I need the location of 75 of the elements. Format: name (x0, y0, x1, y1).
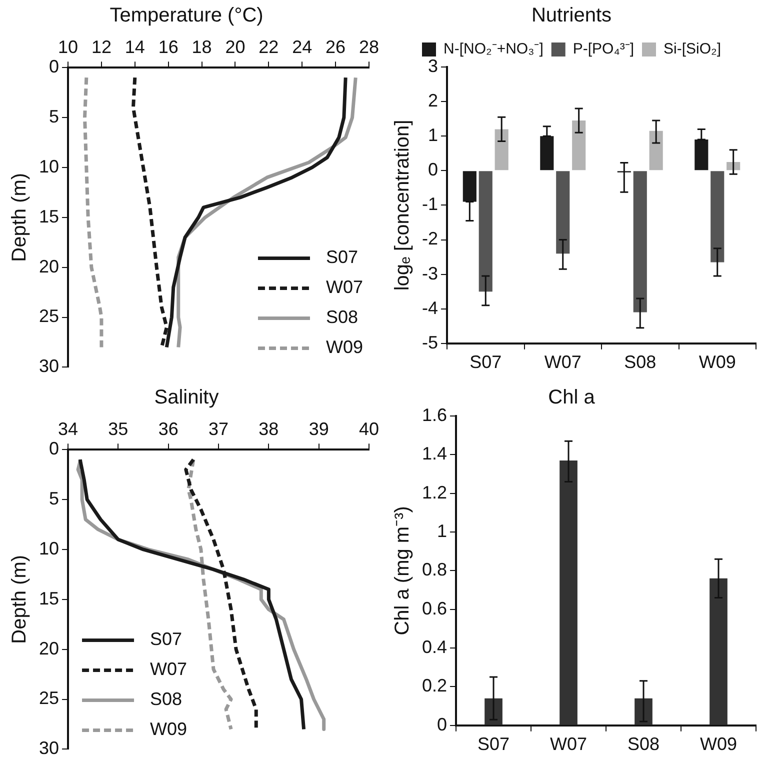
x-tick-label: 12 (91, 36, 112, 57)
x-tick-label: 38 (258, 418, 279, 439)
x-tick-label: 20 (225, 36, 246, 57)
y-tick-label: 0 (49, 438, 60, 459)
y-tick-label: 25 (38, 306, 60, 326)
chart-title: Salinity (154, 386, 219, 409)
x-tick-label: W09 (700, 734, 738, 754)
y-tick-label: 0 (437, 714, 448, 734)
y-tick-label: 30 (38, 356, 60, 376)
legend-label: S08 (150, 689, 182, 710)
x-tick-label: 16 (158, 36, 178, 57)
x-tick-label: 39 (308, 418, 329, 439)
legend-label: N-[NO₂⁻+NO₃⁻] (444, 40, 544, 58)
legend-label: W07 (150, 659, 188, 680)
y-tick-label: 0.8 (422, 560, 448, 580)
y-tick-label: 1.6 (422, 404, 448, 425)
x-tick-label: W09 (698, 352, 736, 372)
x-tick-label: 14 (124, 36, 145, 57)
x-tick-label: W07 (550, 734, 588, 754)
legend-label: Si-[SiO₂] (663, 40, 721, 58)
legend-label: S07 (326, 247, 358, 268)
chart-title: Nutrients (531, 4, 612, 27)
y-tick-label: 1.2 (422, 482, 448, 502)
legend-label: W09 (150, 719, 188, 740)
x-tick-label: 37 (208, 418, 229, 439)
chart-title: Chl a (548, 386, 596, 409)
x-tick-label: W07 (544, 352, 582, 372)
y-axis-title: Depth (m) (8, 554, 31, 644)
x-tick-label: S07 (470, 352, 502, 372)
y-tick-label: 1 (428, 125, 438, 146)
y-tick-label: 2 (428, 90, 438, 111)
x-tick-label: S08 (624, 352, 656, 372)
y-tick-label: 10 (38, 538, 60, 558)
y-tick-label: 15 (38, 206, 60, 226)
y-tick-label: -4 (422, 298, 438, 318)
y-tick-label: 1 (437, 520, 448, 541)
y-tick-label: 0 (49, 56, 60, 77)
y-tick-label: 15 (38, 588, 60, 608)
x-tick-label: 40 (358, 418, 380, 439)
chart-title: Temperature (°C) (110, 4, 264, 27)
y-tick-label: -5 (422, 332, 438, 352)
y-tick-label: 30 (38, 738, 60, 758)
y-tick-label: 0.2 (422, 676, 448, 696)
y-axis-title: Chl a (mg m⁻³) (392, 506, 414, 636)
y-tick-label: 5 (49, 488, 60, 508)
y-tick-label: 20 (38, 256, 60, 276)
y-tick-label: -1 (422, 194, 438, 214)
y-tick-label: 1.4 (422, 444, 448, 464)
x-tick-label: S07 (478, 734, 510, 754)
legend-label: W07 (326, 277, 364, 298)
x-tick-label: 26 (326, 36, 346, 57)
y-tick-label: -2 (422, 228, 438, 249)
y-tick-label: 0 (428, 160, 438, 180)
x-tick-label: 36 (158, 418, 178, 439)
y-tick-label: -3 (422, 263, 438, 284)
legend-label: W09 (326, 337, 364, 358)
y-tick-label: 5 (49, 106, 60, 126)
y-tick-label: 20 (38, 638, 60, 658)
legend-label: S07 (150, 629, 182, 650)
y-axis-title: Depth (m) (8, 172, 31, 262)
x-tick-label: 18 (192, 36, 212, 57)
x-tick-label: 34 (58, 418, 78, 439)
x-tick-label: S08 (627, 734, 660, 754)
x-tick-label: 35 (108, 418, 128, 439)
y-tick-label: 10 (38, 156, 60, 176)
legend-label: P-[PO₄³⁻] (572, 40, 634, 58)
y-tick-label: 0.4 (422, 637, 448, 658)
legend-label: S08 (326, 307, 358, 328)
x-tick-label: 24 (292, 36, 312, 57)
y-tick-label: 25 (38, 688, 60, 708)
y-axis-title: logₑ [concentration] (392, 120, 414, 291)
x-tick-label: 28 (358, 36, 380, 57)
y-tick-label: 3 (428, 56, 438, 76)
x-tick-label: 22 (258, 36, 279, 57)
y-tick-label: 0.6 (422, 598, 448, 618)
